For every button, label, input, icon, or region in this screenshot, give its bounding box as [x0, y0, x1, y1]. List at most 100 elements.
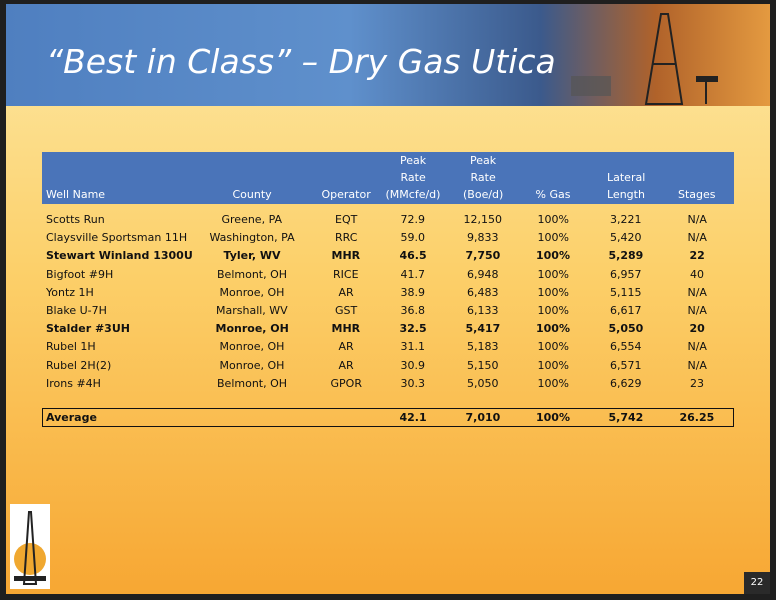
table-cell: N/A: [687, 213, 707, 226]
table-cell: Bigfoot #9H: [46, 267, 114, 281]
table-cell: Belmont, OH: [217, 267, 288, 281]
table-cell: 5,289: [608, 249, 644, 263]
table-cell: AR: [338, 285, 354, 299]
column-header: Lateral: [607, 171, 646, 184]
page-number: 22: [744, 572, 770, 594]
table-cell: Scotts Run: [46, 213, 105, 226]
table-cell: 9,833: [467, 231, 499, 245]
table-cell: 5,050: [467, 376, 499, 390]
table-cell: 5,050: [608, 322, 644, 336]
table-cell: 100%: [536, 249, 570, 263]
column-header: Rate: [400, 171, 426, 184]
table-cell: Monroe, OH: [219, 358, 285, 372]
table-cell: 100%: [536, 322, 570, 336]
table-cell: 72.9: [400, 213, 426, 226]
table-cell: 100%: [537, 358, 569, 372]
table-cell: N/A: [687, 285, 707, 299]
table-cell: 38.9: [400, 285, 426, 299]
table-cell: 36.8: [400, 304, 426, 317]
table-cell: N/A: [687, 358, 707, 372]
average-cell: 42.1: [399, 411, 427, 424]
table-cell: Monroe, OH: [219, 285, 285, 299]
table-cell: 5,115: [610, 285, 642, 299]
table-cell: 5,183: [467, 340, 499, 354]
table-cell: RICE: [333, 267, 359, 281]
column-header: Peak: [400, 154, 427, 167]
table-cell: 100%: [537, 340, 569, 354]
table-cell: 6,133: [467, 304, 499, 317]
average-label: Average: [46, 411, 97, 424]
table-cell: Marshall, WV: [216, 304, 288, 317]
table-cell: 20: [689, 322, 705, 336]
table-cell: 6,483: [467, 285, 499, 299]
slide-title: “Best in Class” – Dry Gas Utica: [46, 42, 556, 81]
table-cell: Stewart Winland 1300U: [46, 249, 193, 263]
table-cell: 6,629: [610, 376, 642, 390]
table-cell: N/A: [687, 231, 707, 245]
table-cell: Monroe, OH: [215, 322, 289, 336]
table-cell: 6,554: [610, 340, 642, 354]
table-cell: EQT: [335, 213, 358, 226]
column-header: Stages: [678, 188, 716, 201]
table-cell: 32.5: [399, 322, 427, 336]
logo: [10, 504, 50, 589]
table-cell: Belmont, OH: [217, 376, 288, 390]
table-cell: 41.7: [400, 267, 426, 281]
table-cell: Stalder #3UH: [46, 322, 130, 336]
table-cell: RRC: [335, 231, 358, 245]
table-cell: Washington, PA: [209, 231, 295, 245]
table-cell: GST: [335, 304, 358, 317]
table-cell: Claysville Sportsman 11H: [46, 231, 188, 245]
table-cell: N/A: [687, 304, 707, 317]
table-cell: AR: [338, 340, 354, 354]
table-cell: MHR: [331, 322, 361, 336]
table-cell: Yontz 1H: [46, 285, 94, 299]
table-cell: 3,221: [610, 213, 642, 226]
table-cell: 100%: [537, 285, 569, 299]
table-cell: 5,420: [610, 231, 642, 245]
table-cell: MHR: [331, 249, 361, 263]
table-cell: AR: [338, 358, 354, 372]
average-cell: 7,010: [465, 411, 501, 424]
table-cell: 6,957: [610, 267, 642, 281]
column-header: (Boe/d): [463, 188, 504, 201]
column-header: (MMcfe/d): [385, 188, 441, 201]
column-header: County: [232, 188, 272, 201]
table-cell: 6,617: [610, 304, 642, 317]
table-cell: 100%: [537, 267, 569, 281]
table-cell: Irons #4H: [46, 376, 101, 390]
table-cell: 46.5: [399, 249, 427, 263]
column-header: Operator: [321, 188, 371, 201]
table-cell: 100%: [537, 231, 569, 245]
table-header: [42, 152, 734, 204]
table-cell: 40: [690, 267, 704, 281]
table-cell: 31.1: [400, 340, 426, 354]
column-header: Length: [607, 188, 645, 201]
average-box: [42, 408, 734, 427]
header-image: [571, 13, 718, 105]
table-cell: Tyler, WV: [223, 249, 281, 263]
table-cell: 6,571: [610, 358, 642, 372]
table-cell: 7,750: [465, 249, 501, 263]
table-cell: 6,948: [467, 267, 499, 281]
table-cell: Monroe, OH: [219, 340, 285, 354]
table-cell: 22: [689, 249, 705, 263]
table-cell: GPOR: [330, 376, 362, 390]
header-banner: [6, 4, 770, 106]
table-cell: 100%: [537, 376, 569, 390]
average-cell: 26.25: [679, 411, 715, 424]
table-cell: N/A: [687, 340, 707, 354]
table-cell: 23: [690, 376, 704, 390]
table-cell: Greene, PA: [221, 213, 283, 226]
average-cell: 100%: [536, 411, 570, 424]
table-cell: 30.9: [400, 358, 426, 372]
column-header: % Gas: [535, 188, 571, 201]
table-cell: 30.3: [400, 376, 426, 390]
table-cell: Blake U-7H: [46, 304, 107, 317]
table-cell: 100%: [537, 304, 569, 317]
table-cell: Rubel 1H: [46, 340, 96, 354]
table-cell: 5,417: [465, 322, 501, 336]
table-cell: 5,150: [467, 358, 499, 372]
column-header: Well Name: [46, 188, 106, 201]
